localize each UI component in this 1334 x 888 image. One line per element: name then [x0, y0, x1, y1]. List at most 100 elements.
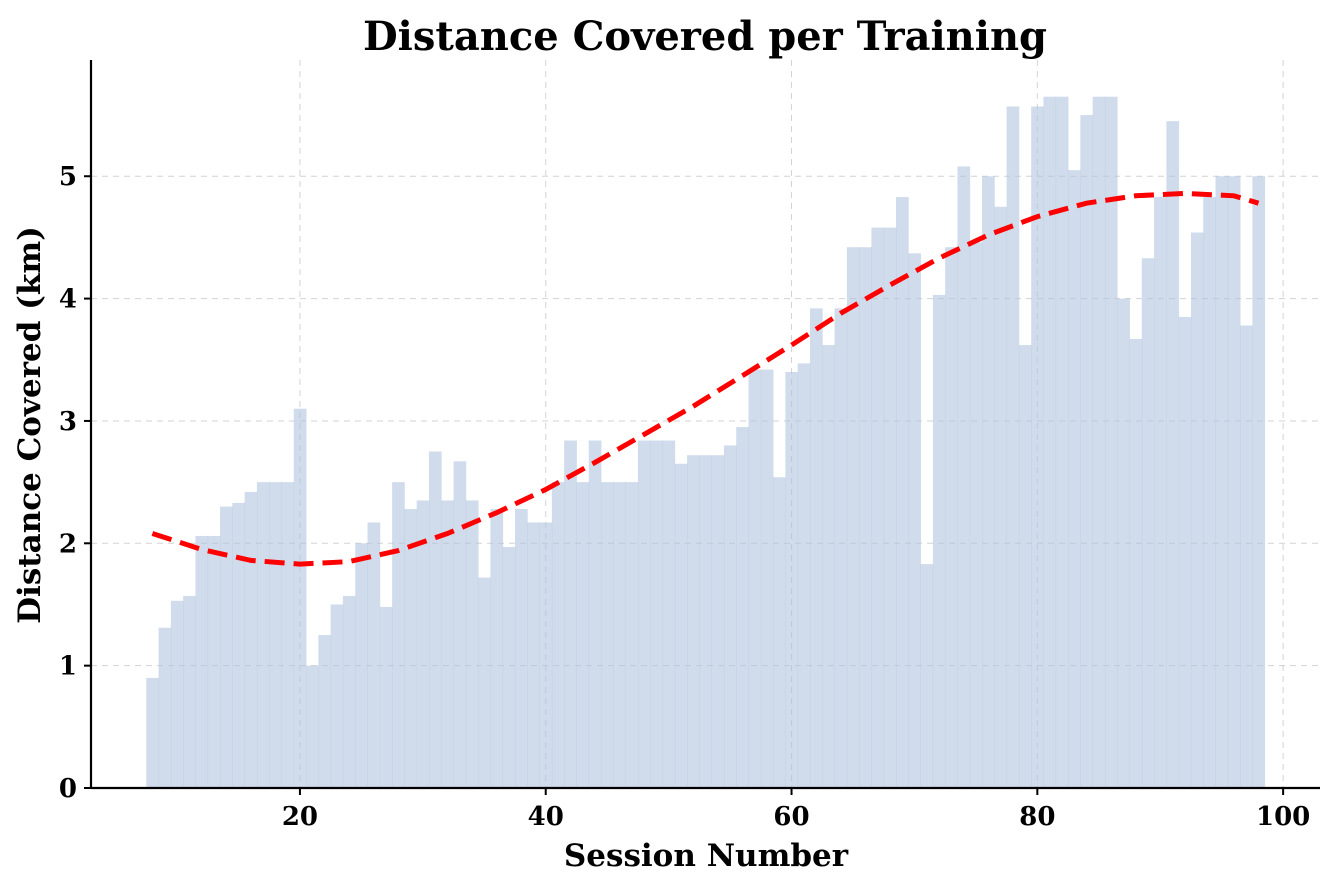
- chart-title: Distance Covered per Training: [363, 13, 1047, 60]
- bar: [650, 440, 663, 788]
- x-axis-label: Session Number: [564, 838, 849, 874]
- bar: [1080, 115, 1094, 788]
- bar: [613, 482, 627, 788]
- bar: [1178, 316, 1192, 788]
- bar: [515, 509, 528, 788]
- y-tick-label: 5: [59, 162, 77, 192]
- bar: [564, 440, 577, 788]
- bar: [760, 369, 774, 788]
- bar: [748, 369, 762, 788]
- bar: [1055, 96, 1069, 789]
- bar: [834, 308, 848, 788]
- bar: [453, 461, 467, 788]
- bar: [379, 606, 393, 788]
- bar: [551, 482, 565, 788]
- bar: [1215, 176, 1229, 788]
- bar: [883, 227, 897, 788]
- bar: [1018, 345, 1032, 788]
- trend-line: [151, 190, 1260, 567]
- bar: [428, 451, 442, 788]
- bar: [1203, 197, 1216, 789]
- bar: [256, 482, 270, 788]
- bar: [994, 206, 1008, 788]
- bar: [502, 546, 516, 788]
- bar: [527, 522, 540, 788]
- x-tick-label: 20: [282, 802, 318, 832]
- bar: [588, 440, 602, 788]
- bar: [871, 227, 885, 788]
- bar: [539, 522, 553, 788]
- bar: [969, 242, 983, 788]
- bar: [195, 535, 209, 788]
- bar: [773, 477, 786, 788]
- x-tick-label: 40: [528, 802, 564, 832]
- x-tick-label: 100: [1256, 802, 1310, 832]
- y-tick-label: 2: [59, 529, 77, 559]
- bar: [490, 509, 504, 788]
- bar: [1068, 170, 1081, 788]
- bar: [932, 294, 946, 788]
- bar: [318, 635, 332, 788]
- bar: [736, 427, 749, 788]
- bar: [1129, 338, 1143, 788]
- bar: [1031, 106, 1044, 788]
- bar: [416, 500, 430, 788]
- bar: [982, 176, 995, 788]
- bar: [601, 482, 614, 788]
- bar: [232, 502, 246, 788]
- y-axis-label: Distance Covered (km): [12, 226, 48, 624]
- y-tick-label: 3: [59, 407, 77, 437]
- bar: [822, 345, 835, 788]
- bar: [846, 247, 860, 788]
- bar: [355, 543, 368, 788]
- bar: [895, 197, 909, 789]
- bar: [1092, 96, 1106, 789]
- bar: [1166, 121, 1180, 789]
- bar: [1190, 232, 1204, 789]
- bar: [1117, 298, 1130, 788]
- bar: [441, 500, 454, 788]
- bar: [1240, 325, 1253, 788]
- y-tick-label: 1: [59, 652, 77, 682]
- bar: [342, 595, 356, 788]
- bar: [945, 247, 958, 788]
- bar: [478, 577, 491, 788]
- bar: [674, 463, 688, 788]
- bar: [637, 440, 651, 788]
- bar: [330, 604, 344, 788]
- bar: [920, 564, 934, 788]
- bar: [146, 677, 159, 788]
- bar: [711, 455, 725, 788]
- bar: [1252, 176, 1266, 788]
- bar: [183, 595, 196, 788]
- x-tick-label: 80: [1019, 802, 1055, 832]
- bar: [699, 455, 713, 788]
- bar: [1141, 258, 1155, 788]
- bar: [797, 363, 811, 788]
- bar: [158, 627, 172, 788]
- bar: [1227, 176, 1241, 788]
- bar-series: [146, 96, 1266, 789]
- bar: [207, 535, 221, 788]
- bar: [1104, 96, 1118, 789]
- bar: [1043, 96, 1057, 789]
- bar: [306, 665, 319, 788]
- bar: [809, 308, 823, 788]
- bar: [293, 408, 307, 788]
- bar: [687, 455, 700, 788]
- bar: [392, 482, 405, 788]
- bar: [908, 253, 921, 789]
- y-tick-label: 0: [59, 774, 77, 804]
- bar: [244, 491, 258, 788]
- bar: [785, 372, 799, 788]
- bar: [465, 500, 479, 788]
- bar: [723, 445, 737, 788]
- bar: [859, 247, 872, 788]
- axes: 20 40 60 80 100 0 1 2 3 4 5: [59, 60, 1320, 832]
- bar: [957, 166, 971, 789]
- bar: [269, 482, 282, 788]
- trend-series: [151, 190, 1260, 567]
- y-tick-label: 4: [59, 285, 77, 315]
